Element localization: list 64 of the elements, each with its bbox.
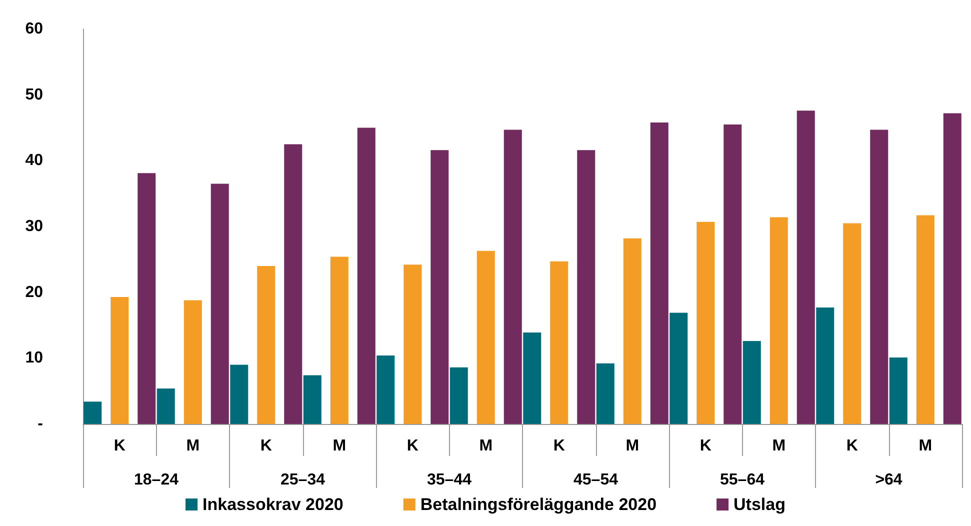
bar: [376, 356, 395, 424]
bar: [404, 264, 422, 424]
text: >64: [875, 472, 902, 488]
x-tick-label: M: [918, 438, 932, 454]
y-tick-label: 60: [25, 20, 44, 38]
x-tick-label: K: [114, 438, 126, 454]
x-tick-label: M: [186, 438, 200, 454]
y-tick-label: 50: [25, 86, 44, 104]
bar: [843, 223, 862, 424]
bar: [870, 130, 888, 424]
bar: [943, 113, 962, 424]
legend-label: Inkassokrav 2020: [202, 495, 344, 514]
bar: [650, 122, 668, 424]
bar: [916, 215, 934, 424]
bar: [284, 144, 302, 424]
bar: [550, 261, 568, 424]
y-tick-label: 20: [25, 284, 44, 301]
bar: [430, 150, 449, 424]
bar: [742, 341, 761, 424]
bar: [816, 307, 834, 424]
bar: [156, 388, 175, 424]
bar: [696, 222, 715, 424]
bar: [504, 130, 522, 424]
bar: [138, 173, 156, 424]
bar: [303, 375, 322, 424]
bar: [889, 358, 908, 424]
bar: [577, 150, 596, 424]
bar: [596, 363, 614, 424]
bar: [724, 124, 742, 424]
x-tick-label: K: [260, 438, 272, 454]
x-tick-label: M: [479, 438, 493, 454]
x-tick-label: K: [846, 438, 858, 454]
y-tick-label: -: [38, 416, 43, 432]
text: 55–64: [720, 472, 765, 488]
bar: [330, 256, 348, 424]
x-tick-label: K: [553, 438, 566, 454]
bar: [257, 266, 276, 424]
text: 35–44: [427, 472, 472, 488]
text: 45–54: [574, 472, 618, 488]
bar: [110, 296, 129, 424]
bar: [230, 364, 248, 424]
bar: [670, 312, 688, 424]
legend-label: Betalningsföreläggande 2020: [420, 495, 657, 514]
text: 25–34: [280, 472, 326, 488]
text: 18–24: [134, 472, 179, 488]
bar: [770, 217, 788, 424]
bar: [184, 300, 202, 424]
x-tick-label: K: [406, 438, 419, 454]
y-tick-label: 30: [25, 218, 44, 235]
bar: [210, 184, 229, 424]
bar: [796, 110, 815, 424]
bar: [523, 332, 542, 424]
x-tick-label: M: [772, 438, 786, 454]
x-tick-label: M: [332, 438, 346, 454]
bar: [476, 250, 495, 424]
legend-label: Utslag: [734, 495, 786, 514]
y-tick-label: 40: [25, 152, 44, 170]
x-tick-label: K: [700, 438, 712, 454]
y-tick-label: 10: [25, 350, 44, 367]
bar: [84, 402, 102, 424]
bar: [623, 238, 642, 424]
x-tick-label: M: [626, 438, 640, 454]
bar: [450, 367, 468, 424]
bar: [357, 128, 376, 424]
